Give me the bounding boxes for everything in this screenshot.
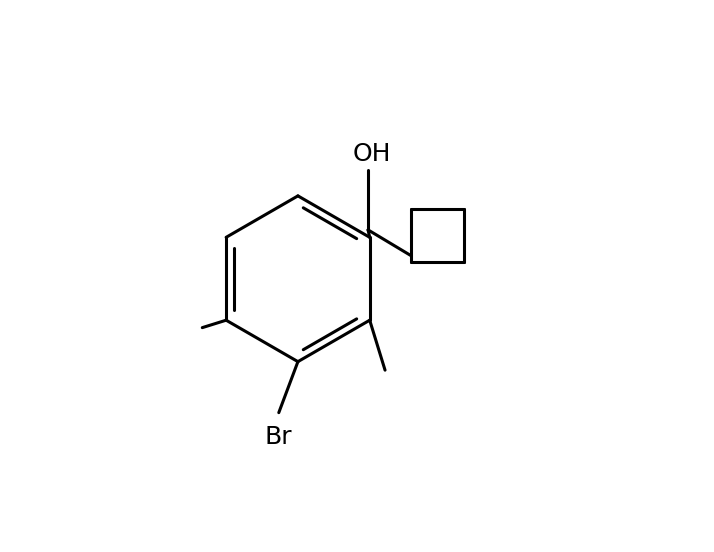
Text: OH: OH (353, 142, 391, 166)
Text: Br: Br (265, 426, 293, 449)
